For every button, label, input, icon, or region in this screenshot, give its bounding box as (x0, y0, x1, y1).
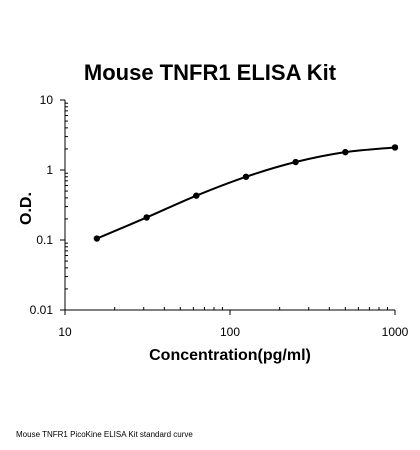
data-point (242, 173, 250, 180)
y-tick-label: 0.1 (36, 233, 53, 247)
y-tick-label: 0.01 (30, 303, 54, 317)
data-point (391, 144, 399, 151)
y-axis-label: O.D. (18, 192, 35, 225)
data-point (342, 148, 349, 156)
data-point (193, 192, 200, 199)
data-point (93, 235, 101, 242)
figure-caption: Mouse TNFR1 PicoKine ELISA Kit standard … (16, 430, 193, 439)
y-tick-label: 1 (46, 163, 53, 177)
data-point (143, 214, 150, 221)
axes (64, 100, 395, 311)
data-points (93, 144, 399, 242)
fit-curve (96, 146, 396, 240)
x-tick-label: 10 (58, 325, 72, 339)
ticks: 10 100 1000 0.01 0.1 1 10 (30, 93, 409, 339)
x-axis-label: Concentration(pg/ml) (149, 347, 311, 364)
x-tick-label: 100 (220, 325, 240, 339)
data-point (292, 158, 299, 166)
x-tick-label: 1000 (382, 325, 409, 339)
chart-title: Mouse TNFR1 ELISA Kit (83, 60, 337, 85)
y-tick-label: 10 (40, 93, 54, 107)
